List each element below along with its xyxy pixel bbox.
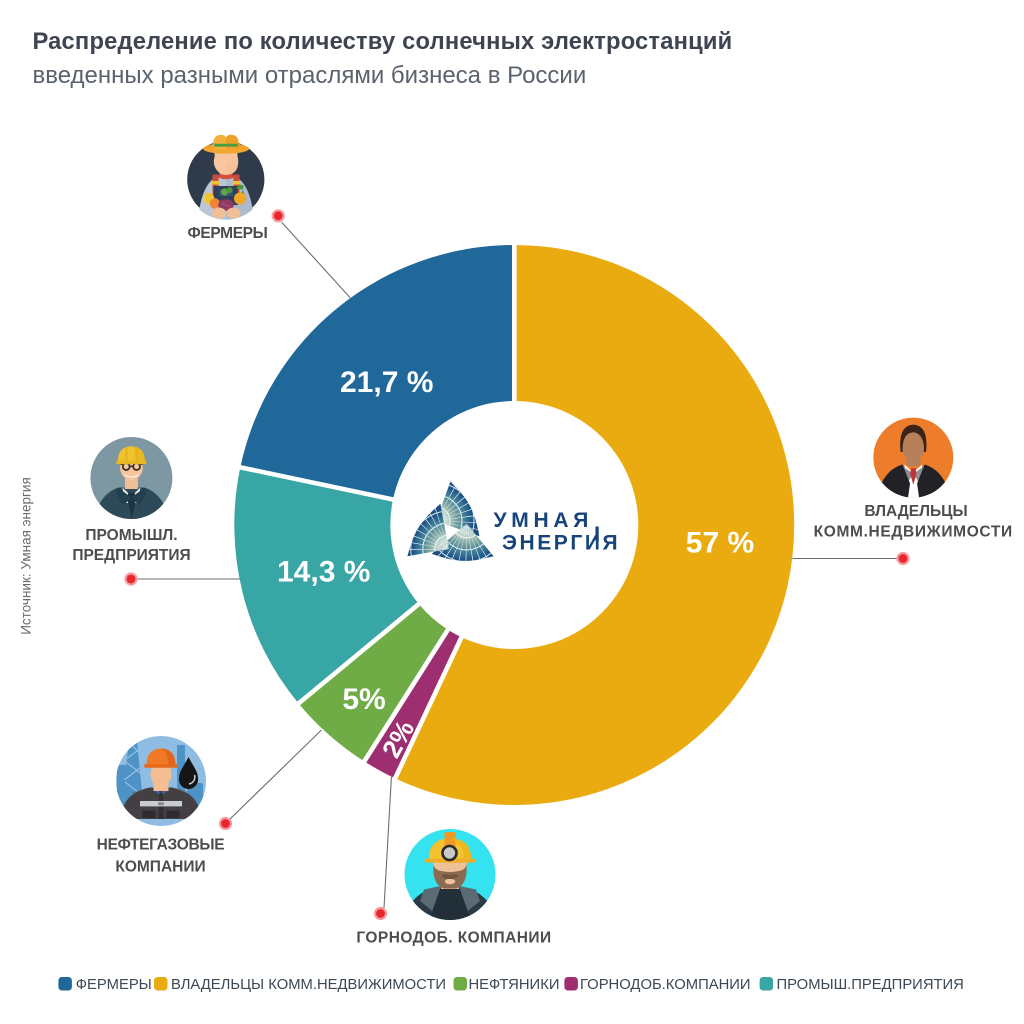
- svg-text:ВЛАДЕЛЬЦЫ: ВЛАДЕЛЬЦЫ: [864, 503, 967, 520]
- svg-text:КОМПАНИИ: КОМПАНИИ: [115, 859, 205, 876]
- svg-text:5%: 5%: [342, 683, 385, 716]
- svg-text:ФЕРМЕРЫ: ФЕРМЕРЫ: [187, 225, 267, 242]
- svg-text:21,7 %: 21,7 %: [340, 366, 433, 399]
- svg-text:ГОРНОДОБ.КОМПАНИИ: ГОРНОДОБ.КОМПАНИИ: [580, 977, 751, 993]
- svg-text:ПРОМЫШЛ.: ПРОМЫШЛ.: [85, 527, 177, 544]
- svg-text:КОММ.НЕДВИЖИМОСТИ: КОММ.НЕДВИЖИМОСТИ: [814, 523, 1013, 540]
- svg-text:ГОРНОДОБ. КОМПАНИИ: ГОРНОДОБ. КОМПАНИИ: [356, 930, 551, 947]
- svg-text:УМНАЯ: УМНАЯ: [494, 509, 593, 532]
- svg-text:ЭНЕРГИЯ: ЭНЕРГИЯ: [502, 532, 620, 555]
- svg-text:НЕФТЯНИКИ: НЕФТЯНИКИ: [469, 977, 560, 993]
- svg-text:57 %: 57 %: [686, 526, 754, 559]
- svg-text:ВЛАДЕЛЬЦЫ КОММ.НЕДВИЖИМОСТИ: ВЛАДЕЛЬЦЫ КОММ.НЕДВИЖИМОСТИ: [171, 977, 446, 993]
- svg-text:ПРОМЫШ.ПРЕДПРИЯТИЯ: ПРОМЫШ.ПРЕДПРИЯТИЯ: [777, 977, 964, 993]
- svg-text:14,3 %: 14,3 %: [277, 555, 370, 588]
- svg-text:НЕФТЕГАЗОВЫЕ: НЕФТЕГАЗОВЫЕ: [97, 837, 225, 854]
- svg-text:ФЕРМЕРЫ: ФЕРМЕРЫ: [76, 977, 152, 993]
- svg-text:ПРЕДПРИЯТИЯ: ПРЕДПРИЯТИЯ: [72, 547, 190, 564]
